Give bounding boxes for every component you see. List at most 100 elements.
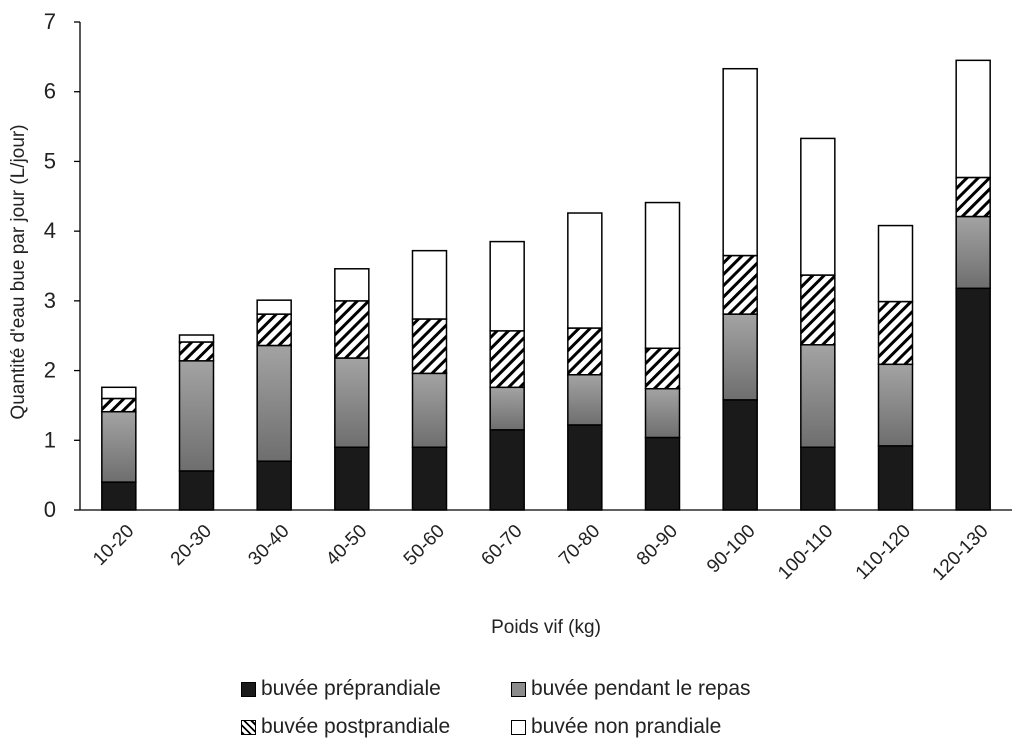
bar-segment [800,446,836,511]
bar-stack [722,67,758,511]
x-tick-label: 120-130 [929,521,993,585]
y-tick-label: 5 [44,148,56,173]
y-tick-label: 2 [44,358,56,383]
y-tick-label: 4 [44,218,56,243]
bar-segment [256,460,292,511]
bar-segment [877,445,914,511]
x-tick-label: 30-40 [244,521,293,570]
bar-segment [178,341,215,362]
bar-segment [877,363,914,447]
bar-segment [489,386,525,431]
bar-segment [800,137,836,276]
legend-item-preprandiale: buvée préprandiale [241,677,511,701]
x-tick-label: 80-90 [633,521,682,570]
y-axis: 0 1 2 3 4 5 6 7 [44,9,81,522]
bar-segment [178,470,215,511]
x-tick-label: 60-70 [477,521,526,570]
bar-segment [800,344,836,449]
chart-plot: 0 1 2 3 4 5 6 7 10-20 20-30 30-40 40-50 50-60 60-70 7… [8,9,1012,638]
bar-segment [489,240,525,332]
legend-swatch-pendant [511,681,526,697]
bar-stack [955,59,991,511]
bar-segment [411,372,448,449]
x-tick-label: 100-110 [774,521,837,584]
bar-segment [567,424,603,511]
bar-segment [489,330,525,389]
legend-swatch-preprandiale [241,681,256,697]
x-tick-label: 70-80 [555,521,604,570]
bar-segment [722,399,758,511]
legend: buvée préprandiale buvée pendant le repa… [0,670,1012,746]
bar-segment [644,436,681,511]
bar-stack [800,137,836,511]
bar-segment [411,446,448,511]
bar-segment [955,59,991,179]
bar-stack [644,201,681,511]
bar-segment [256,299,292,315]
legend-label-preprandiale: buvée préprandiale [261,677,441,700]
legend-swatch-non-prandiale [511,719,526,735]
y-tick-label: 7 [44,9,56,34]
x-tick-label: 20-30 [167,521,216,570]
bar-segment [411,318,448,375]
bar-segment [101,397,137,413]
bar-segment [489,429,525,511]
bar-segment [178,334,215,343]
bar-segment [101,481,137,511]
bar-segment [722,313,758,401]
bar-segment [101,386,137,400]
bar-segment [955,287,991,511]
bar-segment [567,212,603,329]
legend-label-non-prandiale: buvée non prandiale [531,715,722,738]
bar-stack [489,240,525,511]
legend-label-postprandiale: buvée postprandiale [261,715,451,738]
bar-segment [722,254,758,315]
bar-segment [334,300,370,359]
legend-item-non-prandiale: buvée non prandiale [511,715,771,739]
bar-segment [722,67,758,257]
bars [101,59,991,511]
bar-segment [256,344,292,462]
bar-stack [256,299,292,511]
bar-stack [178,334,215,511]
bar-segment [800,274,836,346]
x-axis-title: Poids vif (kg) [491,617,601,638]
x-tick-label: 110-120 [852,521,915,584]
y-tick-label: 1 [44,427,56,452]
legend-item-postprandiale: buvée postprandiale [241,715,511,739]
bar-segment [101,410,137,483]
bar-stack [334,268,370,511]
bar-segment [877,300,914,366]
legend-item-pendant: buvée pendant le repas [511,677,771,701]
bar-segment [334,357,370,449]
bar-segment [411,249,448,320]
bar-stack [567,212,603,511]
bar-segment [567,327,603,376]
legend-label-pendant: buvée pendant le repas [531,677,751,700]
bar-stack [101,386,137,511]
bar-segment [644,347,681,390]
bar-segment [955,176,991,218]
bar-segment [256,313,292,347]
bar-segment [877,224,914,303]
x-tick-label: 50-60 [400,521,449,570]
bar-segment [178,360,215,472]
bar-stack [411,249,448,511]
y-tick-label: 6 [44,79,56,104]
x-tick-label: 90-100 [703,521,760,578]
y-tick-label: 3 [44,288,56,313]
legend-swatch-postprandiale [241,719,256,735]
x-axis: 10-20 20-30 30-40 40-50 50-60 60-70 70-80 80-90… [80,509,1012,585]
bar-segment [644,387,681,439]
x-tick-label: 40-50 [322,521,371,570]
x-tick-label: 10-20 [89,521,138,570]
y-tick-label: 0 [44,497,56,522]
bar-segment [567,374,603,426]
bar-segment [334,268,370,302]
bar-stack [877,224,914,511]
bar-segment [644,201,681,350]
bar-segment [334,446,370,511]
bar-segment [955,215,991,290]
y-axis-title: Quantité d'eau bue par jour (L/jour) [8,124,29,419]
